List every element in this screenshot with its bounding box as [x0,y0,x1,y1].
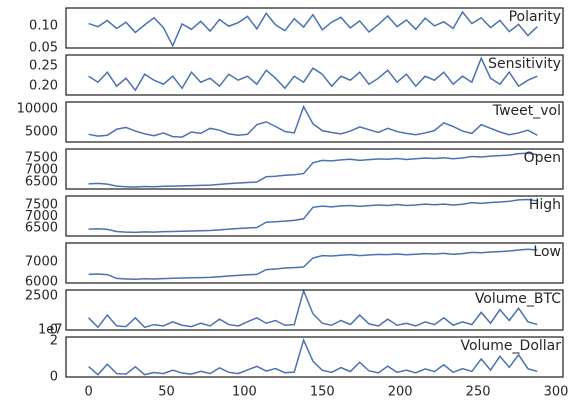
y-tick-label: 10000 [17,101,58,116]
y-tick-label: 0 [50,370,58,385]
x-tick-label: 250 [466,385,491,400]
offset-text: 1e7 [38,323,63,338]
legend-label: Polarity [509,9,561,25]
y-tick-label: 6500 [25,220,58,235]
y-tick-label: 7000 [25,209,58,224]
series-line [88,290,538,329]
y-tick-label: 7000 [25,162,58,177]
y-tick-label: 2 [50,333,58,348]
y-tick-label: 6500 [25,174,58,189]
legend-label: Low [533,244,561,260]
y-tick-label: 0.05 [29,41,58,56]
axes-frame [65,54,564,96]
legend-label: Volume_BTC [475,291,561,307]
series-line [88,337,538,376]
y-tick-label: 6000 [25,275,58,290]
legend-label: Open [524,150,561,166]
axes-frame [65,7,564,49]
y-tick-label: 7000 [25,255,58,270]
y-tick-label: 7500 [25,197,58,212]
x-tick-label: 300 [544,385,569,400]
axes-frame [65,242,564,284]
axes-frame [65,101,564,143]
axes-frame [65,289,564,331]
x-tick-label: 200 [388,385,413,400]
legend-label: Sensitivity [488,56,561,72]
y-tick-label: 0 [50,323,58,338]
series-line [88,198,538,234]
x-tick-label: 150 [310,385,335,400]
x-tick-label: 100 [232,385,257,400]
axes-frame [65,148,564,190]
y-tick-label: 0.20 [29,79,58,94]
series-line [88,10,538,48]
y-tick-label: 2500 [25,289,58,304]
axes-frame [65,195,564,237]
legend-label: High [529,197,561,213]
y-tick-label: 5000 [25,125,58,140]
series-line [88,152,538,188]
legend-label: Tweet_vol [492,103,561,119]
series-line [88,104,538,138]
y-tick-label: 0.10 [29,18,58,33]
axes-frame [65,336,564,378]
series-line [88,248,538,280]
legend-label: Volume_Dollar [460,338,561,354]
y-tick-label: 0.25 [29,59,58,74]
x-tick-label: 50 [158,385,175,400]
x-tick-label: 0 [84,385,92,400]
y-tick-label: 7500 [25,150,58,165]
series-line [88,56,538,92]
